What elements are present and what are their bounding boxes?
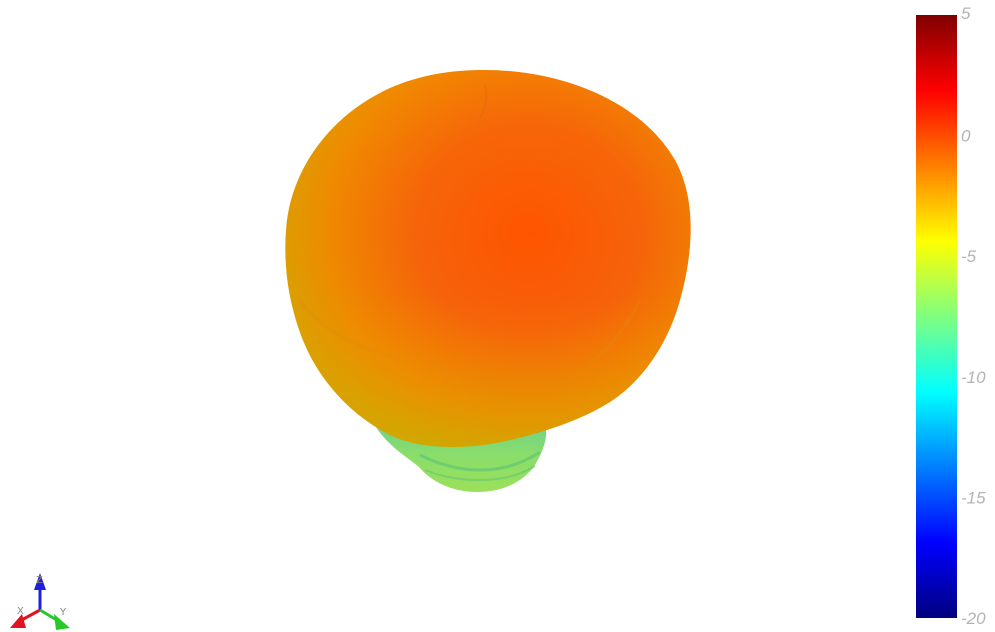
colorbar: 5 0 -5 -10 -15 -20	[916, 4, 986, 628]
z-axis-label: Z	[36, 575, 43, 586]
colorbar-tick-label: 5	[961, 4, 971, 23]
colorbar-gradient	[916, 15, 957, 618]
orientation-axes-widget: Z X Y	[10, 573, 70, 630]
colorbar-tick-label: 0	[961, 127, 971, 146]
surface-main-lobe	[285, 70, 690, 447]
x-axis-label: X	[17, 606, 24, 617]
colorbar-tick-label: -20	[961, 609, 986, 628]
colorbar-tick-label: -5	[961, 247, 977, 266]
y-axis-label: Y	[59, 607, 67, 618]
colorbar-tick-label: -10	[961, 368, 986, 387]
colorbar-tick-label: -15	[961, 488, 986, 507]
